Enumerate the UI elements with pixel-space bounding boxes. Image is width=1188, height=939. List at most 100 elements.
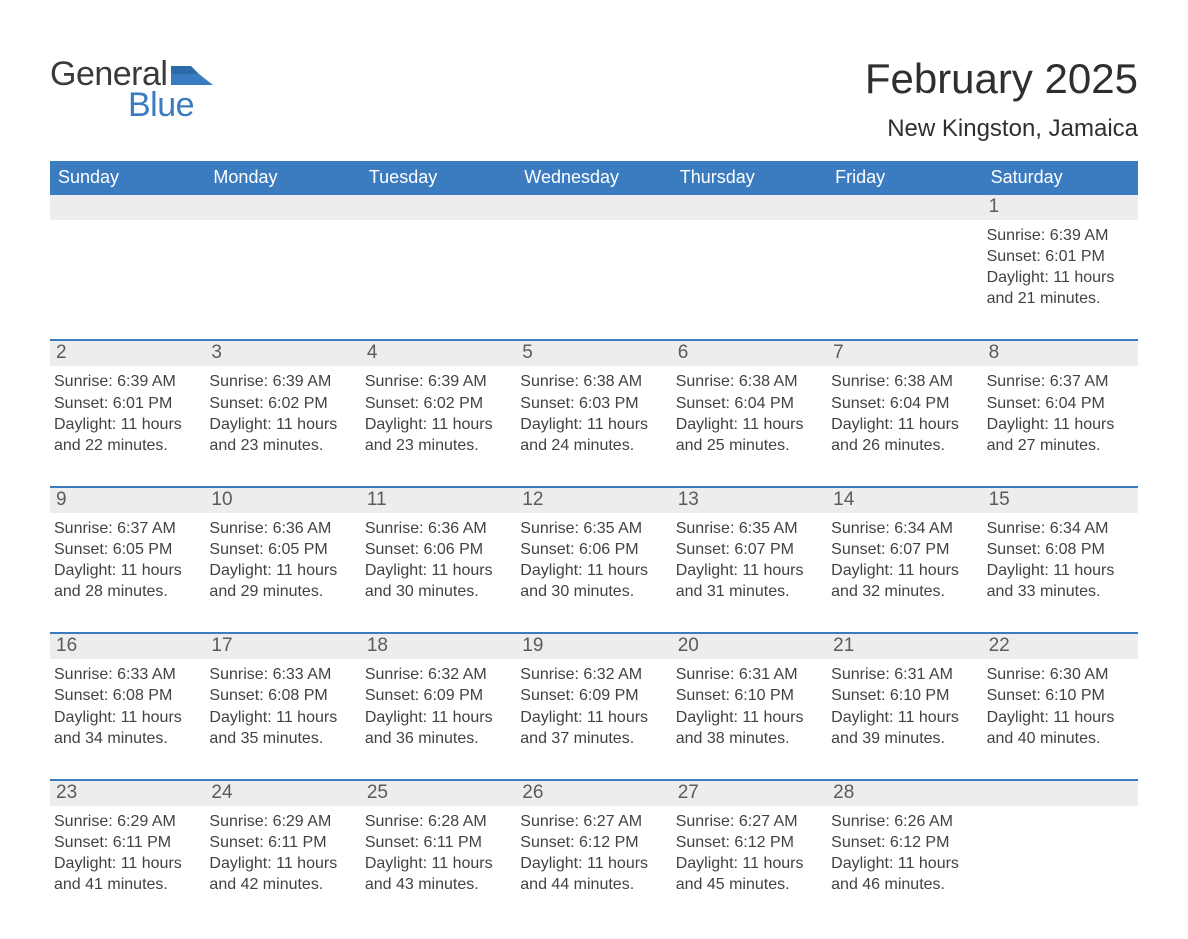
day-daylight2: and 27 minutes.	[987, 435, 1132, 456]
day-daylight2: and 35 minutes.	[209, 728, 354, 749]
day-daylight2: and 43 minutes.	[365, 874, 510, 895]
day-number: 22	[983, 634, 1138, 659]
day-daylight2: and 42 minutes.	[209, 874, 354, 895]
day-number: 20	[672, 634, 827, 659]
day-daylight1: Daylight: 11 hours	[209, 560, 354, 581]
day-cell: Sunrise: 6:31 AMSunset: 6:10 PMDaylight:…	[827, 659, 982, 752]
dow-sunday: Sunday	[50, 161, 205, 195]
day-number	[983, 781, 1138, 806]
day-daylight1: Daylight: 11 hours	[520, 707, 665, 728]
day-sunset: Sunset: 6:05 PM	[54, 539, 199, 560]
day-cell: Sunrise: 6:27 AMSunset: 6:12 PMDaylight:…	[672, 806, 827, 899]
day-cell: Sunrise: 6:37 AMSunset: 6:04 PMDaylight:…	[983, 366, 1138, 459]
day-cell	[672, 220, 827, 313]
day-daylight2: and 23 minutes.	[365, 435, 510, 456]
day-sunset: Sunset: 6:12 PM	[520, 832, 665, 853]
day-daylight1: Daylight: 11 hours	[987, 560, 1132, 581]
day-cell: Sunrise: 6:38 AMSunset: 6:03 PMDaylight:…	[516, 366, 671, 459]
day-number: 8	[983, 341, 1138, 366]
day-cell: Sunrise: 6:38 AMSunset: 6:04 PMDaylight:…	[827, 366, 982, 459]
day-sunrise: Sunrise: 6:39 AM	[365, 371, 510, 392]
day-cell: Sunrise: 6:39 AMSunset: 6:01 PMDaylight:…	[50, 366, 205, 459]
day-sunset: Sunset: 6:10 PM	[676, 685, 821, 706]
day-cell: Sunrise: 6:36 AMSunset: 6:06 PMDaylight:…	[361, 513, 516, 606]
day-cell: Sunrise: 6:34 AMSunset: 6:07 PMDaylight:…	[827, 513, 982, 606]
day-number	[50, 195, 205, 220]
day-cell: Sunrise: 6:39 AMSunset: 6:01 PMDaylight:…	[983, 220, 1138, 313]
day-sunset: Sunset: 6:06 PM	[520, 539, 665, 560]
day-daylight1: Daylight: 11 hours	[365, 707, 510, 728]
day-sunrise: Sunrise: 6:36 AM	[209, 518, 354, 539]
week-row: 2345678Sunrise: 6:39 AMSunset: 6:01 PMDa…	[50, 339, 1138, 459]
day-number	[672, 195, 827, 220]
day-sunrise: Sunrise: 6:33 AM	[209, 664, 354, 685]
dow-tuesday: Tuesday	[361, 161, 516, 195]
day-sunset: Sunset: 6:10 PM	[831, 685, 976, 706]
day-daylight1: Daylight: 11 hours	[831, 853, 976, 874]
day-sunrise: Sunrise: 6:32 AM	[520, 664, 665, 685]
calendar: Sunday Monday Tuesday Wednesday Thursday…	[50, 161, 1138, 899]
day-sunset: Sunset: 6:08 PM	[209, 685, 354, 706]
title-block: February 2025 New Kingston, Jamaica	[865, 55, 1138, 143]
day-daylight1: Daylight: 11 hours	[209, 414, 354, 435]
day-daylight2: and 29 minutes.	[209, 581, 354, 602]
day-number: 5	[516, 341, 671, 366]
day-daylight2: and 21 minutes.	[987, 288, 1132, 309]
day-number: 25	[361, 781, 516, 806]
day-daylight1: Daylight: 11 hours	[54, 707, 199, 728]
day-daylight1: Daylight: 11 hours	[365, 853, 510, 874]
daynum-row: 1	[50, 195, 1138, 220]
day-sunrise: Sunrise: 6:35 AM	[676, 518, 821, 539]
day-number: 11	[361, 488, 516, 513]
day-cell: Sunrise: 6:33 AMSunset: 6:08 PMDaylight:…	[205, 659, 360, 752]
day-number: 2	[50, 341, 205, 366]
day-daylight1: Daylight: 11 hours	[520, 560, 665, 581]
day-cell	[983, 806, 1138, 899]
day-number	[361, 195, 516, 220]
day-cell: Sunrise: 6:37 AMSunset: 6:05 PMDaylight:…	[50, 513, 205, 606]
day-cell: Sunrise: 6:27 AMSunset: 6:12 PMDaylight:…	[516, 806, 671, 899]
day-cell: Sunrise: 6:32 AMSunset: 6:09 PMDaylight:…	[516, 659, 671, 752]
day-sunrise: Sunrise: 6:30 AM	[987, 664, 1132, 685]
day-daylight2: and 26 minutes.	[831, 435, 976, 456]
logo-text-blue: Blue	[128, 86, 194, 125]
day-daylight2: and 30 minutes.	[365, 581, 510, 602]
day-cell: Sunrise: 6:39 AMSunset: 6:02 PMDaylight:…	[205, 366, 360, 459]
week-row: 1Sunrise: 6:39 AMSunset: 6:01 PMDaylight…	[50, 195, 1138, 313]
day-sunrise: Sunrise: 6:33 AM	[54, 664, 199, 685]
dow-thursday: Thursday	[672, 161, 827, 195]
day-cell: Sunrise: 6:36 AMSunset: 6:05 PMDaylight:…	[205, 513, 360, 606]
day-number	[827, 195, 982, 220]
day-daylight2: and 34 minutes.	[54, 728, 199, 749]
day-daylight1: Daylight: 11 hours	[676, 560, 821, 581]
day-cell: Sunrise: 6:26 AMSunset: 6:12 PMDaylight:…	[827, 806, 982, 899]
day-daylight1: Daylight: 11 hours	[54, 853, 199, 874]
day-sunset: Sunset: 6:04 PM	[987, 393, 1132, 414]
day-daylight2: and 40 minutes.	[987, 728, 1132, 749]
day-cell: Sunrise: 6:38 AMSunset: 6:04 PMDaylight:…	[672, 366, 827, 459]
day-sunrise: Sunrise: 6:27 AM	[676, 811, 821, 832]
day-cell: Sunrise: 6:39 AMSunset: 6:02 PMDaylight:…	[361, 366, 516, 459]
day-daylight1: Daylight: 11 hours	[365, 414, 510, 435]
calendar-page: General Blue February 2025 New Kingston,…	[0, 0, 1188, 939]
day-daylight2: and 24 minutes.	[520, 435, 665, 456]
day-number: 13	[672, 488, 827, 513]
day-sunrise: Sunrise: 6:38 AM	[676, 371, 821, 392]
day-cell: Sunrise: 6:35 AMSunset: 6:06 PMDaylight:…	[516, 513, 671, 606]
day-sunset: Sunset: 6:12 PM	[831, 832, 976, 853]
day-daylight2: and 36 minutes.	[365, 728, 510, 749]
day-cell: Sunrise: 6:29 AMSunset: 6:11 PMDaylight:…	[205, 806, 360, 899]
day-number	[516, 195, 671, 220]
day-sunset: Sunset: 6:11 PM	[209, 832, 354, 853]
day-daylight2: and 39 minutes.	[831, 728, 976, 749]
day-daylight1: Daylight: 11 hours	[209, 707, 354, 728]
day-number: 27	[672, 781, 827, 806]
day-sunset: Sunset: 6:12 PM	[676, 832, 821, 853]
daynum-row: 2345678	[50, 341, 1138, 366]
day-number: 19	[516, 634, 671, 659]
day-daylight2: and 33 minutes.	[987, 581, 1132, 602]
day-number: 10	[205, 488, 360, 513]
day-cell: Sunrise: 6:29 AMSunset: 6:11 PMDaylight:…	[50, 806, 205, 899]
page-header: General Blue February 2025 New Kingston,…	[50, 55, 1138, 143]
day-cell: Sunrise: 6:32 AMSunset: 6:09 PMDaylight:…	[361, 659, 516, 752]
